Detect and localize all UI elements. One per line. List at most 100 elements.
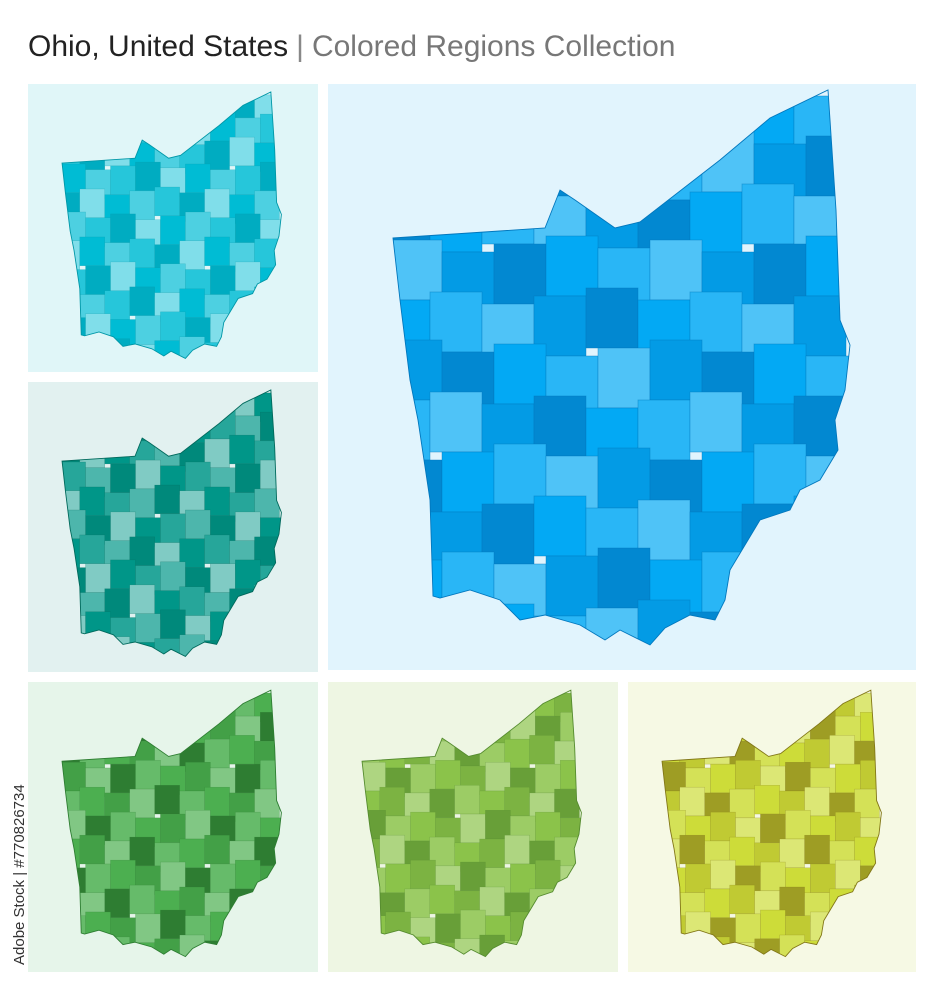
county (804, 834, 830, 865)
county (685, 863, 711, 893)
title-separator: | (296, 30, 304, 63)
county (185, 461, 211, 491)
county (185, 163, 211, 193)
county (160, 513, 186, 543)
county (185, 211, 211, 241)
county (229, 434, 255, 465)
county (129, 884, 155, 915)
county (110, 763, 136, 794)
county (429, 884, 455, 915)
county (710, 811, 736, 842)
county (649, 339, 703, 401)
county (460, 909, 486, 940)
county (710, 763, 736, 794)
county (229, 136, 255, 167)
county (485, 810, 511, 840)
county (135, 315, 161, 345)
county (493, 443, 547, 505)
county (753, 343, 807, 405)
county (454, 785, 480, 815)
county (545, 555, 599, 617)
county (535, 763, 561, 794)
county (79, 834, 105, 865)
county (110, 213, 136, 243)
county (160, 609, 186, 639)
watermark: Adobe Stock | #770826734 (11, 784, 28, 965)
county (441, 451, 495, 513)
county (185, 810, 211, 840)
title-subtitle: Colored Regions Collection (312, 30, 676, 63)
county (229, 735, 255, 765)
county (85, 563, 111, 593)
county (493, 243, 547, 305)
county (533, 495, 587, 557)
county (135, 913, 161, 943)
county (160, 813, 186, 844)
county (735, 760, 761, 790)
county (835, 811, 861, 842)
county (204, 834, 230, 865)
county (160, 215, 186, 245)
county (835, 763, 861, 794)
county (504, 834, 530, 865)
county (410, 859, 436, 890)
county (741, 183, 795, 245)
county (235, 763, 261, 794)
county (597, 347, 651, 409)
county (545, 235, 599, 297)
county (785, 762, 811, 792)
county (535, 811, 561, 842)
county (210, 265, 236, 295)
county (204, 236, 230, 266)
county (235, 811, 261, 842)
county (754, 785, 780, 815)
title: Ohio, United States | Colored Regions Coll… (28, 30, 675, 63)
county (160, 263, 186, 293)
county (235, 511, 261, 541)
county (110, 559, 136, 589)
county (829, 735, 855, 765)
county (79, 534, 105, 564)
county (649, 239, 703, 301)
county (135, 760, 161, 790)
county (810, 863, 836, 893)
county (785, 810, 811, 840)
title-main: Ohio, United States (28, 30, 288, 63)
county (710, 859, 736, 890)
county (679, 834, 705, 865)
county (185, 762, 211, 792)
county (160, 861, 186, 892)
county (460, 861, 486, 892)
county (435, 760, 461, 790)
county (485, 762, 511, 792)
county (435, 913, 461, 943)
county (753, 243, 807, 305)
county (110, 811, 136, 842)
county (529, 735, 555, 765)
county (460, 813, 486, 844)
county (110, 261, 136, 291)
county (160, 909, 186, 940)
county (85, 265, 111, 295)
county (235, 165, 261, 195)
county (410, 763, 436, 794)
county (510, 863, 536, 893)
county (110, 165, 136, 195)
county (385, 863, 411, 893)
county (154, 484, 180, 515)
county (597, 547, 651, 609)
county (154, 785, 180, 815)
county (760, 813, 786, 844)
county (210, 863, 236, 893)
county (493, 343, 547, 405)
county (135, 161, 161, 192)
county (85, 863, 111, 893)
county (204, 534, 230, 564)
county (379, 834, 405, 865)
county (410, 811, 436, 842)
county (729, 884, 755, 915)
county (135, 613, 161, 643)
county (160, 561, 186, 591)
county (760, 861, 786, 892)
county (235, 213, 261, 243)
